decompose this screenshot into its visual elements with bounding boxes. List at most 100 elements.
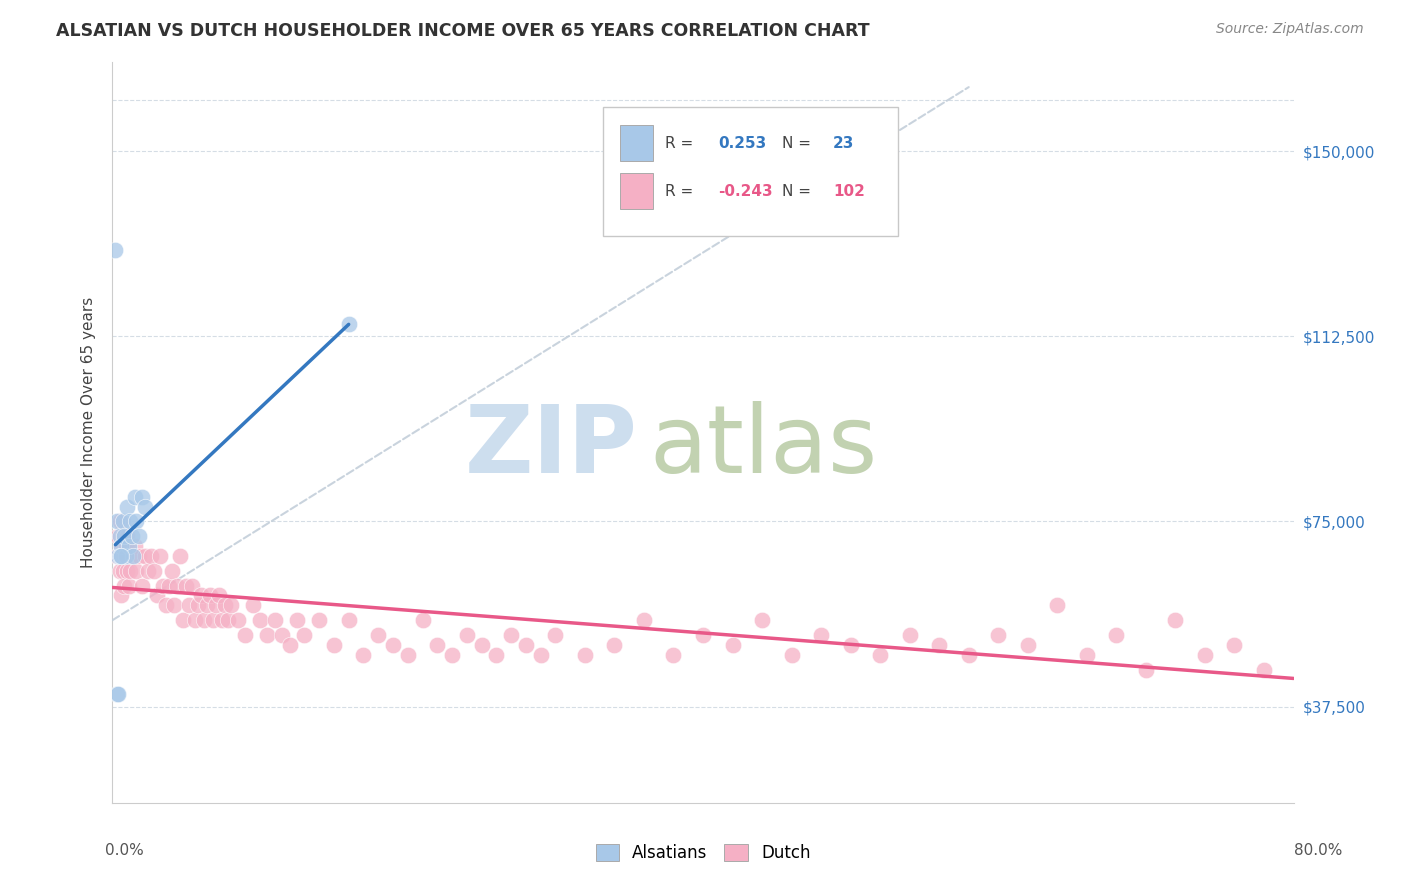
Point	[105, 687, 128, 701]
Point	[278, 638, 301, 652]
Point	[163, 599, 186, 613]
Point	[107, 549, 129, 563]
Text: ALSATIAN VS DUTCH HOUSEHOLDER INCOME OVER 65 YEARS CORRELATION CHART: ALSATIAN VS DUTCH HOUSEHOLDER INCOME OVE…	[56, 22, 870, 40]
Text: 102: 102	[832, 184, 865, 199]
Point	[485, 648, 508, 662]
Point	[111, 515, 134, 529]
Point	[139, 549, 162, 563]
Text: R =: R =	[665, 136, 693, 151]
Point	[179, 599, 201, 613]
Point	[118, 579, 141, 593]
Point	[187, 599, 209, 613]
Point	[124, 490, 146, 504]
Point	[181, 579, 204, 593]
Point	[441, 648, 464, 662]
Text: 23: 23	[832, 136, 855, 151]
Point	[219, 599, 242, 613]
Point	[1076, 648, 1098, 662]
Point	[110, 549, 132, 563]
Point	[662, 648, 685, 662]
Point	[529, 648, 551, 662]
Point	[411, 613, 433, 627]
Point	[108, 564, 131, 578]
Point	[108, 529, 131, 543]
Point	[169, 549, 191, 563]
Point	[195, 599, 218, 613]
Point	[264, 613, 287, 627]
Point	[208, 589, 231, 603]
Point	[134, 500, 156, 514]
Point	[152, 579, 174, 593]
Point	[396, 648, 419, 662]
Point	[120, 564, 142, 578]
Point	[692, 628, 714, 642]
Point	[136, 564, 159, 578]
Y-axis label: Householder Income Over 65 years: Householder Income Over 65 years	[80, 297, 96, 568]
Point	[574, 648, 596, 662]
Point	[112, 549, 135, 563]
Point	[122, 549, 145, 563]
Text: R =: R =	[665, 184, 693, 199]
Point	[117, 564, 138, 578]
Text: -0.243: -0.243	[718, 184, 773, 199]
Text: 0.253: 0.253	[718, 136, 766, 151]
Point	[603, 638, 626, 652]
Point	[1017, 638, 1039, 652]
Point	[292, 628, 315, 642]
Point	[120, 515, 142, 529]
Point	[515, 638, 537, 652]
Point	[125, 515, 148, 529]
Point	[110, 589, 132, 603]
Point	[285, 613, 308, 627]
Point	[337, 317, 360, 331]
Point	[149, 549, 172, 563]
Point	[118, 539, 141, 553]
Point	[249, 613, 271, 627]
Point	[1223, 638, 1246, 652]
Point	[201, 613, 224, 627]
Point	[131, 579, 153, 593]
Point	[125, 564, 148, 578]
Point	[898, 628, 921, 642]
Point	[426, 638, 449, 652]
Point	[470, 638, 494, 652]
Text: N =: N =	[782, 184, 811, 199]
Point	[166, 579, 188, 593]
Point	[217, 613, 239, 627]
Point	[110, 539, 132, 553]
Point	[382, 638, 405, 652]
Point	[121, 549, 143, 563]
Point	[184, 613, 207, 627]
Point	[134, 549, 156, 563]
Point	[308, 613, 330, 627]
Text: N =: N =	[782, 136, 811, 151]
Point	[1253, 663, 1275, 677]
Point	[174, 579, 197, 593]
Point	[142, 564, 165, 578]
Point	[114, 539, 136, 553]
Point	[323, 638, 346, 652]
Point	[271, 628, 294, 642]
Point	[110, 539, 132, 553]
Point	[242, 599, 264, 613]
Point	[114, 549, 136, 563]
Point	[107, 687, 129, 701]
Point	[214, 599, 236, 613]
Point	[1164, 613, 1187, 627]
Point	[501, 628, 523, 642]
Point	[839, 638, 862, 652]
Bar	[620, 126, 654, 161]
Point	[107, 529, 129, 543]
Point	[117, 529, 138, 543]
Point	[193, 613, 215, 627]
Point	[1135, 663, 1157, 677]
Point	[544, 628, 567, 642]
Point	[121, 529, 143, 543]
Point	[211, 613, 233, 627]
Point	[111, 564, 134, 578]
Text: ZIP: ZIP	[465, 401, 638, 493]
Point	[780, 648, 803, 662]
Point	[114, 549, 136, 563]
Text: atlas: atlas	[650, 401, 879, 493]
Point	[1046, 599, 1069, 613]
